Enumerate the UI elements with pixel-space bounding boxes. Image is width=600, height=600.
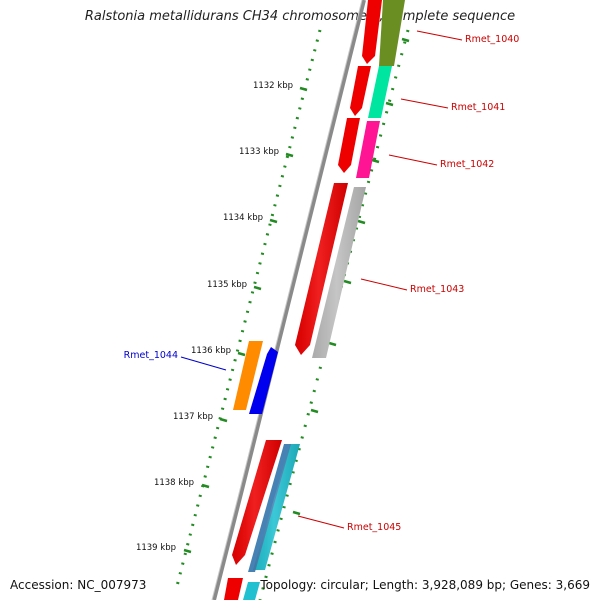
tick-mark <box>292 510 301 516</box>
tick-mark <box>357 219 366 225</box>
leader-rmet-1045 <box>297 515 345 529</box>
tick-mark <box>343 279 352 285</box>
gene-label-rmet-1044[interactable]: Rmet_1044 <box>124 350 178 361</box>
tick-mark <box>299 86 308 92</box>
gene-label-rmet-1043[interactable]: Rmet_1043 <box>410 284 464 295</box>
gene-cyan-tail[interactable] <box>243 582 260 600</box>
tick-label: 1139 kbp <box>136 543 176 553</box>
tick-mark <box>269 218 278 224</box>
gene-steel-feature[interactable] <box>248 444 291 572</box>
tick-label: 1135 kbp <box>207 280 247 290</box>
tick-label: 1133 kbp <box>239 147 279 157</box>
tick-mark <box>237 351 246 357</box>
tick-mark <box>401 37 410 43</box>
tick-mark <box>253 285 262 291</box>
tick-mark <box>371 158 380 164</box>
tick-labels: 1132 kbp 1133 kbp 1134 kbp 1135 kbp 1136… <box>136 81 293 553</box>
leader-rmet-1044 <box>180 356 227 371</box>
tick-mark <box>310 408 319 414</box>
inner-dotted-guide <box>174 29 322 591</box>
leader-rmet-1042 <box>388 154 438 166</box>
leader-rmet-1041 <box>400 98 449 109</box>
map-title: Ralstonia metallidurans CH34 chromosome … <box>84 9 516 24</box>
gene-label-rmet-1041[interactable]: Rmet_1041 <box>451 102 505 113</box>
leader-rmet-1040 <box>416 30 463 41</box>
tick-mark <box>201 483 210 489</box>
tick-label: 1137 kbp <box>173 412 213 422</box>
gene-rmet-1040[interactable] <box>379 0 405 66</box>
tick-mark <box>285 152 294 158</box>
tick-label: 1136 kbp <box>191 346 231 356</box>
accession-info: Accession: NC_007973 <box>10 578 147 592</box>
topology-info: Topology: circular; Length: 3,928,089 bp… <box>260 578 590 592</box>
blue-feature-arrow[interactable] <box>249 347 278 414</box>
leader-rmet-1043 <box>360 278 408 291</box>
gene-rmet-1042[interactable] <box>356 121 380 178</box>
feature-shading <box>232 183 366 570</box>
tick-label: 1134 kbp <box>223 213 263 223</box>
cds-arrow[interactable] <box>362 0 382 64</box>
gene-rmet-1041[interactable] <box>368 66 392 118</box>
cds-arrow[interactable] <box>350 66 371 116</box>
tick-mark <box>328 341 337 347</box>
cds-arrow[interactable] <box>224 578 243 600</box>
cds-arrow[interactable] <box>338 118 360 173</box>
gene-label-rmet-1045[interactable]: Rmet_1045 <box>347 522 401 533</box>
tick-label: 1132 kbp <box>253 81 293 91</box>
tick-label: 1138 kbp <box>154 478 194 488</box>
tick-mark <box>219 417 228 423</box>
label-leaders <box>180 30 463 529</box>
gene-label-rmet-1042[interactable]: Rmet_1042 <box>440 159 494 170</box>
tick-marks <box>183 37 410 554</box>
gene-label-rmet-1040[interactable]: Rmet_1040 <box>465 34 519 45</box>
chromosome-backbone <box>212 0 366 600</box>
gene-rmet-1044[interactable] <box>233 341 263 410</box>
tick-mark <box>385 101 394 107</box>
tick-mark <box>183 548 192 554</box>
